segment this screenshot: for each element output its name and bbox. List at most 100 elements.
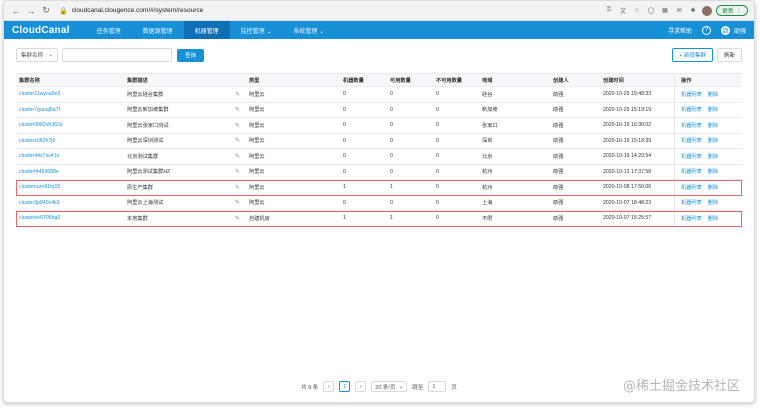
add-cluster-button[interactable]: + 新增集群: [672, 48, 713, 62]
app-logo[interactable]: CloudCanal: [12, 24, 70, 36]
cluster-type: 阿里云: [249, 138, 265, 145]
forward-icon[interactable]: →: [26, 5, 36, 16]
cluster-name-link[interactable]: clusterbe6706bg3: [19, 215, 61, 222]
delete-link[interactable]: 删除: [707, 184, 719, 191]
header-avail: 可用数量: [390, 77, 411, 84]
available-count: 0: [390, 137, 393, 144]
unavailable-count: 0: [436, 184, 439, 191]
browser-profile-icon[interactable]: [701, 5, 712, 16]
menu-item-task[interactable]: 任务管理: [96, 28, 121, 35]
cluster-name-link[interactable]: clustercunr91tq15: [19, 184, 61, 191]
page-size-select[interactable]: 20 条/页 ⌄: [371, 381, 408, 392]
puzzle-icon[interactable]: ✱: [690, 8, 696, 14]
delete-link[interactable]: 删除: [707, 200, 719, 207]
translate-icon[interactable]: 文: [619, 9, 626, 15]
user-menu[interactable]: 劭 劭强: [720, 25, 746, 35]
machine-list-link[interactable]: 机器列表: [681, 122, 702, 129]
available-count: 0: [390, 153, 393, 160]
cluster-name-link[interactable]: cluster7gauaj5a7f: [19, 106, 60, 113]
search-input[interactable]: [62, 48, 172, 62]
cluster-name-link[interactable]: cluster3p849c4k9: [19, 199, 60, 206]
machine-count: 0: [343, 122, 346, 129]
extension-mail-icon[interactable]: ✉: [676, 8, 682, 14]
available-count: 0: [390, 106, 393, 113]
next-page-button[interactable]: ›: [355, 381, 367, 392]
cluster-desc: 阿里云上海测试: [127, 200, 164, 207]
machine-count: 1: [343, 184, 346, 191]
key-icon[interactable]: ⚿: [606, 7, 612, 13]
cluster-name-link[interactable]: cluster44s7ss41n: [19, 153, 60, 160]
cluster-name-link[interactable]: cluster11wyoa5e2: [19, 91, 61, 98]
menu-item-datasource[interactable]: 数据源管理: [142, 28, 173, 35]
machine-list-link[interactable]: 机器列表: [681, 200, 702, 207]
reload-icon[interactable]: ↻: [42, 5, 50, 15]
goto-page-input[interactable]: 1: [428, 381, 447, 392]
delete-link[interactable]: 删除: [707, 91, 719, 98]
select-value: 集群名称: [21, 53, 44, 59]
delete-link[interactable]: 删除: [707, 153, 719, 160]
table-row: clusterbe6706bg3 本地集群 ✎ 自建机房 1 1 0 不限 劭强 2020-10-…: [16, 211, 742, 227]
edit-icon[interactable]: ✎: [235, 215, 241, 222]
menu-item-system[interactable]: 系统管理 ⌄: [293, 28, 325, 35]
machine-count: 0: [343, 168, 346, 175]
url-text: cloudcanal.clougence.com/#/system/resour…: [71, 7, 204, 14]
row-actions: 机器列表 删除: [674, 164, 734, 179]
cluster-region: 张家口: [482, 122, 498, 129]
cluster-creator: 劭强: [553, 122, 564, 129]
search-field-select[interactable]: 集群名称 ⌄: [16, 48, 58, 62]
cluster-name-link[interactable]: clusterzt3t2h7j6: [19, 137, 56, 144]
row-actions: 机器列表 删除: [674, 102, 734, 117]
cluster-type: 阿里云: [249, 91, 265, 98]
chevron-down-icon: ⌄: [398, 383, 404, 390]
machine-list-link[interactable]: 机器列表: [681, 107, 702, 114]
browser-update-button[interactable]: 更新 ⋮: [715, 5, 748, 16]
edit-icon[interactable]: ✎: [235, 200, 241, 207]
table-row: cluster3p849c4k9 阿里云上海测试 ✎ 阿里云 0 0 0 上海 劭强 2020-1…: [16, 195, 742, 211]
extension-grid-icon[interactable]: ▦: [662, 8, 668, 14]
cluster-creator: 劭强: [553, 169, 564, 176]
delete-link[interactable]: 删除: [707, 169, 719, 176]
machine-list-link[interactable]: 机器列表: [681, 184, 702, 191]
machine-list-link[interactable]: 机器列表: [681, 138, 702, 145]
machine-list-link[interactable]: 机器列表: [681, 153, 702, 160]
extension-circle-icon[interactable]: ◯: [647, 8, 655, 14]
page-1-button[interactable]: 1: [339, 381, 351, 392]
total-count: 共 9 条: [301, 384, 319, 391]
header-time: 创建时间: [603, 77, 624, 84]
address-bar[interactable]: 🔒 cloudcanal.clougence.com/#/system/reso…: [59, 7, 203, 15]
filter-toolbar: 集群名称 ⌄ 查询 + 新增集群 刷新: [4, 39, 754, 71]
machine-list-link[interactable]: 机器列表: [681, 169, 702, 176]
back-icon[interactable]: ←: [11, 5, 21, 16]
delete-link[interactable]: 删除: [707, 215, 719, 222]
prev-page-button[interactable]: ‹: [323, 381, 335, 392]
cluster-type: 阿里云: [249, 169, 265, 176]
menu-item-monitor[interactable]: 监控管理 ⌄: [240, 28, 272, 35]
cluster-name-link[interactable]: cluster0082vh362z: [19, 122, 63, 129]
edit-icon[interactable]: ✎: [235, 153, 241, 160]
machine-list-link[interactable]: 机器列表: [681, 91, 702, 98]
cluster-creator: 劭强: [553, 215, 564, 222]
edit-icon[interactable]: ✎: [235, 184, 241, 191]
edit-icon[interactable]: ✎: [235, 138, 241, 145]
edit-icon[interactable]: ✎: [235, 107, 241, 114]
delete-link[interactable]: 删除: [707, 122, 719, 129]
edit-icon[interactable]: ✎: [235, 122, 241, 129]
menu-item-machine[interactable]: 机器管理: [183, 21, 230, 39]
refresh-button[interactable]: 刷新: [716, 48, 742, 62]
cluster-desc: 北京测试集群: [127, 153, 159, 160]
help-icon[interactable]: ?: [701, 25, 711, 35]
cluster-desc: 阿里云硅谷集群: [127, 91, 164, 98]
cluster-desc: 阿里云测试集群HZ: [127, 169, 171, 176]
star-icon[interactable]: ☆: [634, 8, 640, 14]
machine-list-link[interactable]: 机器列表: [681, 215, 702, 222]
delete-link[interactable]: 删除: [707, 138, 719, 145]
query-button[interactable]: 查询: [177, 48, 205, 62]
cluster-name-link[interactable]: clusterf4453688e: [19, 168, 59, 175]
guide-link[interactable]: 寻求帮助: [667, 28, 692, 35]
edit-icon[interactable]: ✎: [235, 169, 241, 176]
edit-icon[interactable]: ✎: [235, 91, 241, 98]
delete-link[interactable]: 删除: [707, 107, 719, 114]
available-count: 0: [390, 122, 393, 129]
unavailable-count: 0: [436, 137, 439, 144]
user-avatar: 劭: [720, 25, 730, 35]
